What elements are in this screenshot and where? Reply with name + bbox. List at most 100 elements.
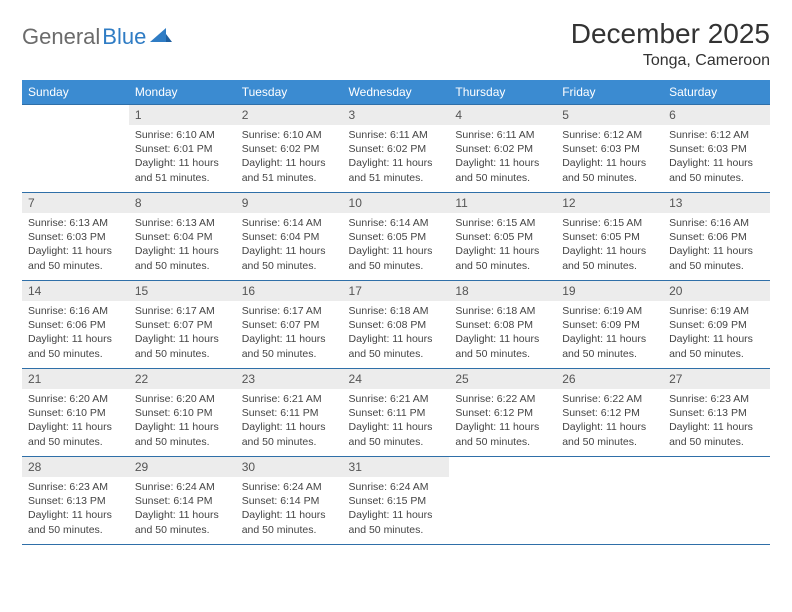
sunset-text: Sunset: 6:06 PM <box>669 230 764 244</box>
calendar-day-cell: 7Sunrise: 6:13 AMSunset: 6:03 PMDaylight… <box>22 193 129 281</box>
calendar-day-cell: 9Sunrise: 6:14 AMSunset: 6:04 PMDaylight… <box>236 193 343 281</box>
daylight-text: Daylight: 11 hours and 50 minutes. <box>242 332 337 360</box>
day-body: Sunrise: 6:23 AMSunset: 6:13 PMDaylight:… <box>22 477 129 540</box>
daylight-text: Daylight: 11 hours and 50 minutes. <box>349 244 444 272</box>
calendar-day-cell: 3Sunrise: 6:11 AMSunset: 6:02 PMDaylight… <box>343 105 450 193</box>
day-body: Sunrise: 6:24 AMSunset: 6:14 PMDaylight:… <box>129 477 236 540</box>
daylight-text: Daylight: 11 hours and 50 minutes. <box>669 156 764 184</box>
sunrise-text: Sunrise: 6:10 AM <box>242 128 337 142</box>
sunrise-text: Sunrise: 6:10 AM <box>135 128 230 142</box>
calendar-day-cell: 12Sunrise: 6:15 AMSunset: 6:05 PMDayligh… <box>556 193 663 281</box>
day-number: 11 <box>449 193 556 213</box>
sunset-text: Sunset: 6:08 PM <box>455 318 550 332</box>
logo-text-general: General <box>22 24 100 50</box>
day-body: Sunrise: 6:14 AMSunset: 6:05 PMDaylight:… <box>343 213 450 276</box>
daylight-text: Daylight: 11 hours and 50 minutes. <box>455 244 550 272</box>
calendar-day-cell <box>556 457 663 545</box>
day-number: 15 <box>129 281 236 301</box>
day-number: 16 <box>236 281 343 301</box>
day-body: Sunrise: 6:15 AMSunset: 6:05 PMDaylight:… <box>449 213 556 276</box>
weekday-header: Tuesday <box>236 80 343 105</box>
day-number: 8 <box>129 193 236 213</box>
calendar-day-cell: 30Sunrise: 6:24 AMSunset: 6:14 PMDayligh… <box>236 457 343 545</box>
sunset-text: Sunset: 6:03 PM <box>562 142 657 156</box>
header: GeneralBlue December 2025 Tonga, Cameroo… <box>22 18 770 70</box>
calendar-day-cell: 22Sunrise: 6:20 AMSunset: 6:10 PMDayligh… <box>129 369 236 457</box>
daylight-text: Daylight: 11 hours and 50 minutes. <box>135 332 230 360</box>
day-body: Sunrise: 6:21 AMSunset: 6:11 PMDaylight:… <box>343 389 450 452</box>
daylight-text: Daylight: 11 hours and 50 minutes. <box>562 156 657 184</box>
day-body: Sunrise: 6:16 AMSunset: 6:06 PMDaylight:… <box>22 301 129 364</box>
day-body: Sunrise: 6:13 AMSunset: 6:03 PMDaylight:… <box>22 213 129 276</box>
sunset-text: Sunset: 6:05 PM <box>349 230 444 244</box>
day-number: 14 <box>22 281 129 301</box>
daylight-text: Daylight: 11 hours and 50 minutes. <box>135 420 230 448</box>
triangle-icon <box>150 26 172 42</box>
daylight-text: Daylight: 11 hours and 50 minutes. <box>349 332 444 360</box>
calendar-week-row: 14Sunrise: 6:16 AMSunset: 6:06 PMDayligh… <box>22 281 770 369</box>
day-number: 25 <box>449 369 556 389</box>
daylight-text: Daylight: 11 hours and 50 minutes. <box>242 420 337 448</box>
daylight-text: Daylight: 11 hours and 50 minutes. <box>669 420 764 448</box>
sunset-text: Sunset: 6:07 PM <box>242 318 337 332</box>
day-number: 5 <box>556 105 663 125</box>
sunrise-text: Sunrise: 6:11 AM <box>349 128 444 142</box>
sunrise-text: Sunrise: 6:15 AM <box>562 216 657 230</box>
weekday-header: Thursday <box>449 80 556 105</box>
location: Tonga, Cameroon <box>571 52 770 70</box>
sunrise-text: Sunrise: 6:24 AM <box>242 480 337 494</box>
day-number: 23 <box>236 369 343 389</box>
day-number: 13 <box>663 193 770 213</box>
sunrise-text: Sunrise: 6:17 AM <box>135 304 230 318</box>
calendar-page: GeneralBlue December 2025 Tonga, Cameroo… <box>0 0 792 563</box>
calendar-day-cell: 26Sunrise: 6:22 AMSunset: 6:12 PMDayligh… <box>556 369 663 457</box>
sunset-text: Sunset: 6:02 PM <box>455 142 550 156</box>
sunrise-text: Sunrise: 6:20 AM <box>28 392 123 406</box>
daylight-text: Daylight: 11 hours and 51 minutes. <box>349 156 444 184</box>
weekday-header: Saturday <box>663 80 770 105</box>
calendar-day-cell <box>22 105 129 193</box>
sunset-text: Sunset: 6:12 PM <box>455 406 550 420</box>
calendar-day-cell: 8Sunrise: 6:13 AMSunset: 6:04 PMDaylight… <box>129 193 236 281</box>
daylight-text: Daylight: 11 hours and 50 minutes. <box>135 508 230 536</box>
sunset-text: Sunset: 6:10 PM <box>135 406 230 420</box>
day-body: Sunrise: 6:24 AMSunset: 6:15 PMDaylight:… <box>343 477 450 540</box>
day-number: 2 <box>236 105 343 125</box>
day-number: 18 <box>449 281 556 301</box>
day-number: 28 <box>22 457 129 477</box>
sunset-text: Sunset: 6:05 PM <box>455 230 550 244</box>
day-body: Sunrise: 6:23 AMSunset: 6:13 PMDaylight:… <box>663 389 770 452</box>
calendar-week-row: 7Sunrise: 6:13 AMSunset: 6:03 PMDaylight… <box>22 193 770 281</box>
sunset-text: Sunset: 6:03 PM <box>669 142 764 156</box>
calendar-day-cell: 1Sunrise: 6:10 AMSunset: 6:01 PMDaylight… <box>129 105 236 193</box>
daylight-text: Daylight: 11 hours and 51 minutes. <box>135 156 230 184</box>
weekday-header: Sunday <box>22 80 129 105</box>
calendar-day-cell: 10Sunrise: 6:14 AMSunset: 6:05 PMDayligh… <box>343 193 450 281</box>
day-body: Sunrise: 6:24 AMSunset: 6:14 PMDaylight:… <box>236 477 343 540</box>
sunset-text: Sunset: 6:06 PM <box>28 318 123 332</box>
sunrise-text: Sunrise: 6:22 AM <box>455 392 550 406</box>
day-body: Sunrise: 6:13 AMSunset: 6:04 PMDaylight:… <box>129 213 236 276</box>
day-body: Sunrise: 6:20 AMSunset: 6:10 PMDaylight:… <box>22 389 129 452</box>
day-body: Sunrise: 6:21 AMSunset: 6:11 PMDaylight:… <box>236 389 343 452</box>
day-body: Sunrise: 6:14 AMSunset: 6:04 PMDaylight:… <box>236 213 343 276</box>
day-number: 29 <box>129 457 236 477</box>
day-number: 21 <box>22 369 129 389</box>
sunset-text: Sunset: 6:05 PM <box>562 230 657 244</box>
daylight-text: Daylight: 11 hours and 50 minutes. <box>562 332 657 360</box>
sunset-text: Sunset: 6:09 PM <box>562 318 657 332</box>
sunrise-text: Sunrise: 6:23 AM <box>669 392 764 406</box>
day-body: Sunrise: 6:20 AMSunset: 6:10 PMDaylight:… <box>129 389 236 452</box>
day-body: Sunrise: 6:10 AMSunset: 6:01 PMDaylight:… <box>129 125 236 188</box>
sunrise-text: Sunrise: 6:18 AM <box>349 304 444 318</box>
daylight-text: Daylight: 11 hours and 50 minutes. <box>455 420 550 448</box>
logo-text-blue: Blue <box>102 24 146 50</box>
daylight-text: Daylight: 11 hours and 50 minutes. <box>242 244 337 272</box>
sunrise-text: Sunrise: 6:12 AM <box>669 128 764 142</box>
day-number: 1 <box>129 105 236 125</box>
daylight-text: Daylight: 11 hours and 50 minutes. <box>28 244 123 272</box>
day-body: Sunrise: 6:17 AMSunset: 6:07 PMDaylight:… <box>236 301 343 364</box>
sunrise-text: Sunrise: 6:17 AM <box>242 304 337 318</box>
sunset-text: Sunset: 6:14 PM <box>135 494 230 508</box>
weekday-header: Friday <box>556 80 663 105</box>
